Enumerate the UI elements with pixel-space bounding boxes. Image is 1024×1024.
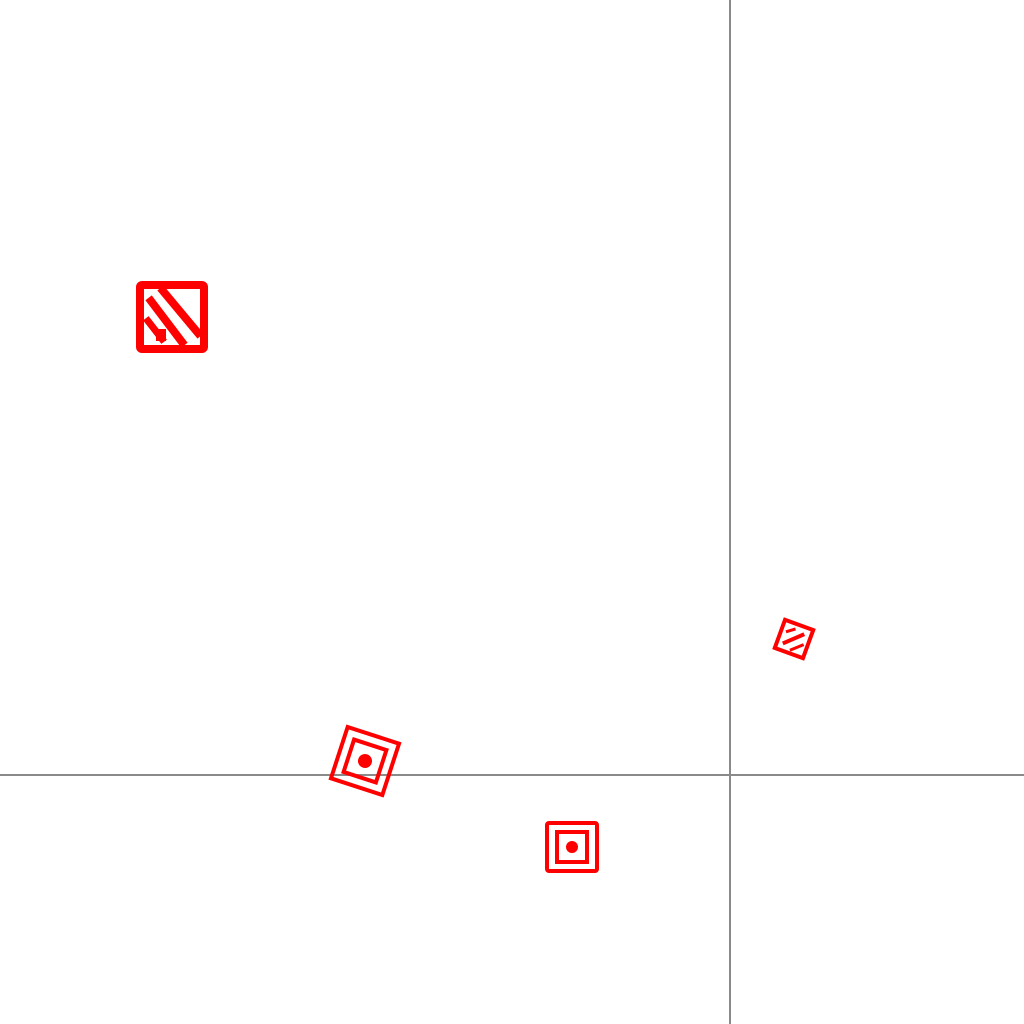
hatched-square-marker-large (136, 281, 208, 353)
target-square-marker-rotated (328, 724, 402, 798)
target-square-icon (328, 724, 402, 798)
hatched-square-marker-small (772, 617, 816, 661)
hatched-square-icon (136, 281, 208, 353)
vertical-guide-line (729, 0, 731, 1024)
target-square-marker-upright (544, 820, 600, 874)
hatched-square-icon (772, 617, 816, 661)
horizontal-guide-line (0, 774, 1024, 776)
target-square-icon (545, 821, 599, 873)
